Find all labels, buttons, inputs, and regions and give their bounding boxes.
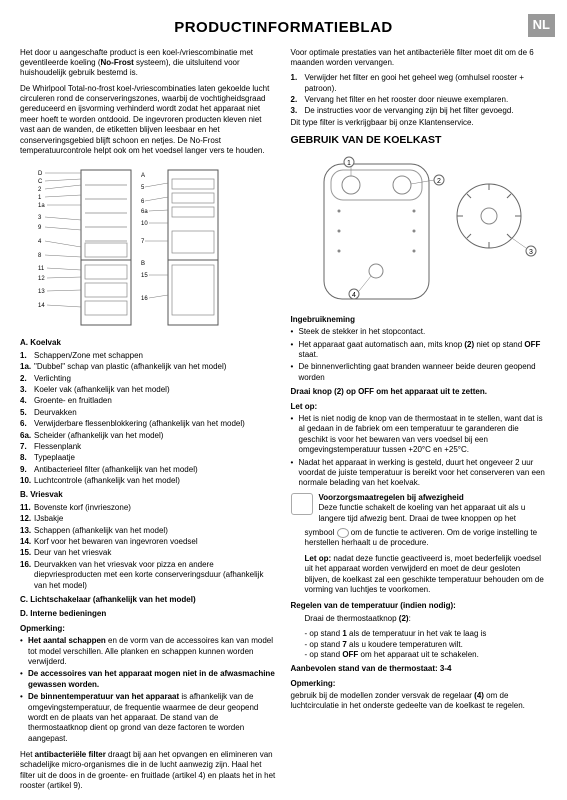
reg-item: - op stand 7 als u koudere temperaturen … [291,640,548,650]
svg-text:6: 6 [141,199,145,205]
list-item: 3.De instructies voor de vervanging zijn… [305,106,548,116]
list-item: 14.Korf voor het bewaren van ingevroren … [34,537,277,547]
svg-text:4: 4 [38,239,42,245]
svg-text:16: 16 [141,296,148,302]
list-item: Het aantal schappen en de vorm van de ac… [28,636,277,667]
reg-intro: Draai de thermostaatknop (2): [291,614,548,624]
page-title: PRODUCTINFORMATIEBLAD [20,18,547,38]
svg-text:6a: 6a [141,209,148,215]
svg-text:5: 5 [141,185,145,191]
list-item: 13.Schappen (afhankelijk van het model) [34,526,277,536]
ingebruik-list: Steek de stekker in het stopcontact. Het… [291,327,548,383]
list-item: 3.Koeler vak (afhankelijk van het model) [34,385,277,395]
draai-heading: Draai knop (2) op OFF om het apparaat ui… [291,387,548,397]
opmerking2-text: gebruik bij de modellen zonder versvak d… [291,691,548,712]
list-item: 2.Verlichting [34,374,277,384]
svg-text:13: 13 [38,289,45,295]
list-item: De binnenverlichting gaat branden wannee… [299,362,548,383]
regelen-heading: Regelen van de temperatuur (indien nodig… [291,601,548,611]
gebruik-heading: GEBRUIK VAN DE KOELKAST [291,134,548,148]
svg-text:14: 14 [38,303,45,309]
list-item: Het is niet nodig de knop van de thermos… [299,414,548,456]
language-badge: NL [528,14,555,37]
list-item: 7.Flessenplank [34,442,277,452]
svg-text:1: 1 [38,195,42,201]
control-panel-diagram: 1 2 3 4 [291,154,548,309]
right-intro: Voor optimale prestaties van het antibac… [291,48,548,69]
svg-text:12: 12 [38,276,45,282]
intro-paragraph-1: Het door u aangeschafte product is een k… [20,48,277,79]
svg-text:A: A [141,173,145,179]
filter-tail: Dit type filter is verkrijgbaar bij onze… [291,118,548,128]
vacation-icon [291,493,313,515]
header: PRODUCTINFORMATIEBLAD NL [20,18,547,38]
letop-heading: Let op: [291,402,548,412]
two-column-layout: Het door u aangeschafte product is een k… [20,48,547,797]
list-item: 1.Schappen/Zone met schappen [34,351,277,361]
list-item: 2.Vervang het filter en het rooster door… [305,95,548,105]
precaution-heading: Voorzorgsmaatregelen bij afwezigheid [319,493,548,503]
list-item: 8.Typeplaatje [34,453,277,463]
svg-text:1: 1 [347,160,351,167]
opmerking-heading: Opmerking: [20,624,277,634]
list-item: 1a."Dubbel" schap van plastic (afhankeli… [34,362,277,372]
svg-text:3: 3 [529,249,533,256]
list-item: 16.Deurvakken van het vriesvak voor pizz… [34,560,277,591]
list-item: 9.Antibacterieel filter (afhankelijk van… [34,465,277,475]
section-a-heading: A. Koelvak [20,338,277,348]
svg-text:2: 2 [437,178,441,185]
svg-text:11: 11 [38,266,45,272]
list-item: 4.Groente- en fruitladen [34,396,277,406]
replace-steps: 1.Verwijder het filter en gooi het gehee… [291,73,548,117]
svg-text:B: B [141,261,145,267]
antibacterial-paragraph: Het antibacteriële filter draagt bij aan… [20,750,277,792]
intro-paragraph-2: De Whirlpool Total-no-frost koel-/vriesc… [20,84,277,157]
section-b-heading: B. Vriesvak [20,490,277,500]
svg-text:D: D [38,171,43,177]
list-item: Nadat het apparaat in werking is gesteld… [299,458,548,489]
precaution-text-1: Deze functie schakelt de koeling van het… [319,503,548,524]
section-a-list: 1.Schappen/Zone met schappen1a."Dubbel" … [20,351,277,487]
fridge-diagram: D C 2 1 1a 3 9 4 8 11 12 13 14 A [20,162,277,332]
list-item: De binnentemperatuur van het apparaat is… [28,692,277,744]
aanbevolen-heading: Aanbevolen stand van de thermostaat: 3-4 [291,664,548,674]
svg-text:1a: 1a [38,203,45,209]
opmerking2-heading: Opmerking: [291,679,548,689]
list-item: 6.Verwijderbare flessenblokkering (afhan… [34,419,277,429]
list-item: 15.Deur van het vriesvak [34,548,277,558]
opmerking-list: Het aantal schappen en de vorm van de ac… [20,636,277,744]
svg-text:2: 2 [38,187,42,193]
reg-item: - op stand 1 als de temperatuur in het v… [291,629,548,639]
svg-text:8: 8 [38,253,42,259]
list-item: 1.Verwijder het filter en gooi het gehee… [305,73,548,94]
svg-text:15: 15 [141,273,148,279]
precaution-text-3: Let op: nadat deze functie geactiveerd i… [291,554,548,596]
list-item: De accessoires van het apparaat mogen ni… [28,669,277,690]
svg-text:4: 4 [352,292,356,299]
svg-text:10: 10 [141,221,148,227]
svg-text:C: C [38,179,43,185]
list-item: Het apparaat gaat automatisch aan, mits … [299,340,548,361]
precaution-text-2: symbool om de functie te activeren. Om d… [291,528,548,549]
list-item: Steek de stekker in het stopcontact. [299,327,548,337]
section-c-heading: C. Lichtschakelaar (afhankelijk van het … [20,595,277,605]
section-b-list: 11.Bovenste korf (invrieszone)12.IJsbakj… [20,503,277,591]
section-d-heading: D. Interne bedieningen [20,609,277,619]
letop-list: Het is niet nodig de knop van de thermos… [291,414,548,489]
right-column: Voor optimale prestaties van het antibac… [291,48,548,797]
symbol-icon [337,528,349,538]
list-item: 12.IJsbakje [34,514,277,524]
svg-text:3: 3 [38,215,42,221]
list-item: 6a.Scheider (afhankelijk van het model) [34,431,277,441]
svg-text:9: 9 [38,225,42,231]
svg-text:7: 7 [141,239,145,245]
list-item: 5.Deurvakken [34,408,277,418]
list-item: 10.Luchtcontrole (afhankelijk van het mo… [34,476,277,486]
left-column: Het door u aangeschafte product is een k… [20,48,277,797]
ingebruik-heading: Ingebruikneming [291,315,548,325]
list-item: 11.Bovenste korf (invrieszone) [34,503,277,513]
precaution-block: Voorzorgsmaatregelen bij afwezigheid Dez… [291,493,548,524]
reg-item: - op stand OFF om het apparaat uit te sc… [291,650,548,660]
